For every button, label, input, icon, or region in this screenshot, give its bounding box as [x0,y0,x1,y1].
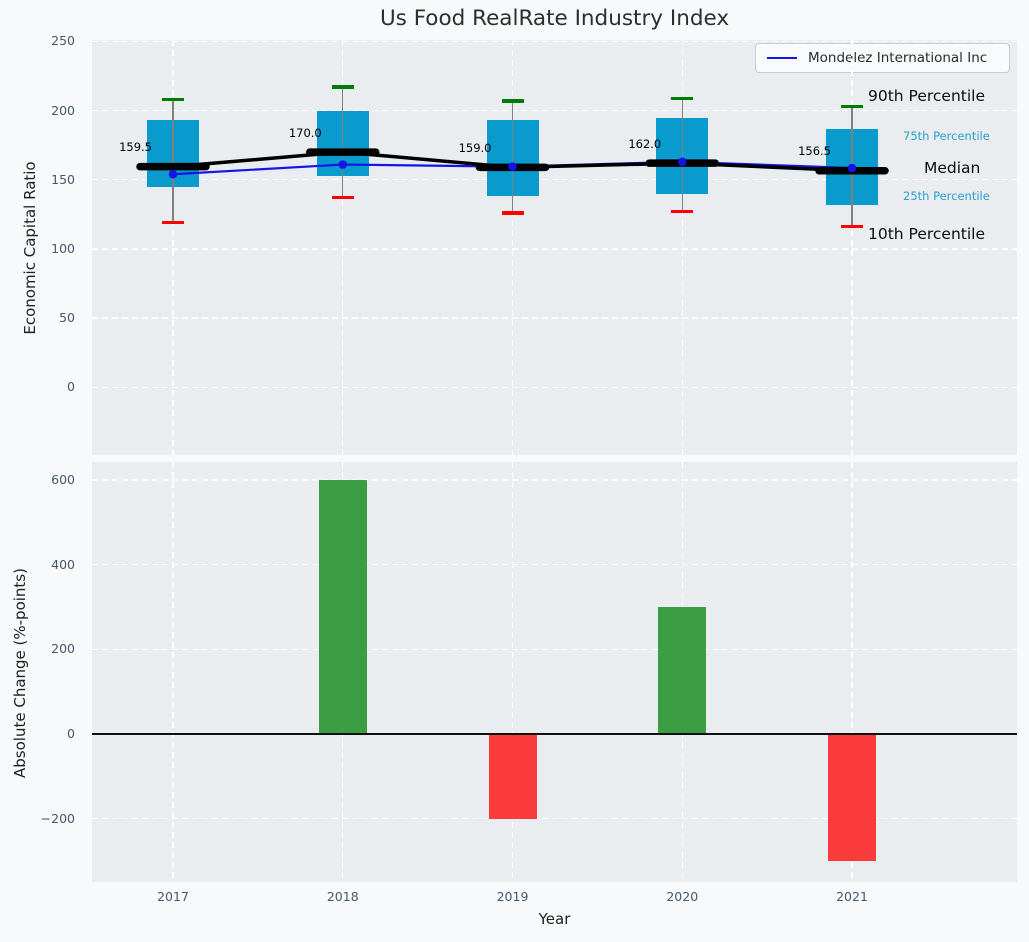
gridline [92,479,1017,481]
legend-label: Mondelez International Inc [808,50,988,66]
box-whisker [851,106,853,227]
bar [828,734,876,861]
median-value-label: 170.0 [288,125,322,140]
annotation-75th-percentile: 75th Percentile [903,129,990,143]
gridline [92,648,1017,651]
legend-line-icon [767,57,797,59]
gridline [92,563,1017,566]
box-whisker [342,87,344,198]
x-tick-label: 2018 [326,889,359,904]
y-tick-label: 250 [51,33,75,49]
whisker-cap-90th [162,97,184,102]
annotation-90th-percentile: 90th Percentile [868,87,986,105]
gridline [172,462,174,882]
median-value-label: 156.5 [798,144,831,159]
y-tick-label: 0 [67,726,75,741]
median-value-label: 159.5 [119,140,152,155]
whisker-cap-90th [671,96,694,100]
gridline [92,179,1017,181]
whisker-cap-10th [331,196,354,200]
median-value-label: 159.0 [458,140,492,155]
x-axis-label: Year [538,910,571,928]
gridline [172,40,174,455]
annotation-median: Median [924,159,981,177]
y-tick-label: 600 [51,472,75,487]
gridline [511,40,514,455]
whisker-cap-90th [841,104,863,109]
gridline [681,40,683,455]
box-whisker [172,99,174,223]
gridline [92,109,1017,112]
whisker-cap-10th [671,209,694,214]
median-value-label: 162.0 [628,136,662,151]
whisker-cap-10th [501,211,524,215]
whisker-cap-90th [331,85,354,89]
gridline [92,317,1017,319]
gridline [851,462,853,882]
annotation-10th-percentile: 10th Percentile [868,225,986,243]
whisker-cap-10th [841,225,863,229]
gridline [92,40,1017,43]
zero-line [92,733,1017,735]
y-tick-label: 200 [51,641,75,657]
bar [488,734,537,819]
whisker-cap-10th [162,221,184,225]
legend: Mondelez International Inc [755,43,1010,73]
gridline [92,386,1017,388]
whisker-cap-90th [501,99,524,103]
bar [658,607,707,734]
gridline [851,40,853,455]
y-tick-label: 200 [51,102,75,118]
y-tick-label: 150 [51,171,75,187]
y-tick-label: 100 [51,240,75,256]
chart-title: Us Food RealRate Industry Index [379,6,730,31]
y-tick-label: 50 [59,310,75,326]
x-tick-label: 2019 [496,889,529,904]
x-tick-label: 2021 [836,889,868,904]
box-whisker [511,100,514,213]
x-tick-label: 2020 [666,889,699,904]
x-tick-label: 2017 [157,889,189,904]
top-panel [92,40,1017,455]
annotation-25th-percentile: 25th Percentile [903,189,990,203]
y-tick-label: −200 [40,810,75,826]
gridline [342,40,344,455]
gridline [511,462,514,882]
bar [318,480,367,734]
y-tick-label: 400 [51,556,75,572]
gridline [92,817,1017,820]
box-whisker [681,98,683,212]
gridline [92,248,1017,250]
y-tick-label: 0 [67,379,75,395]
